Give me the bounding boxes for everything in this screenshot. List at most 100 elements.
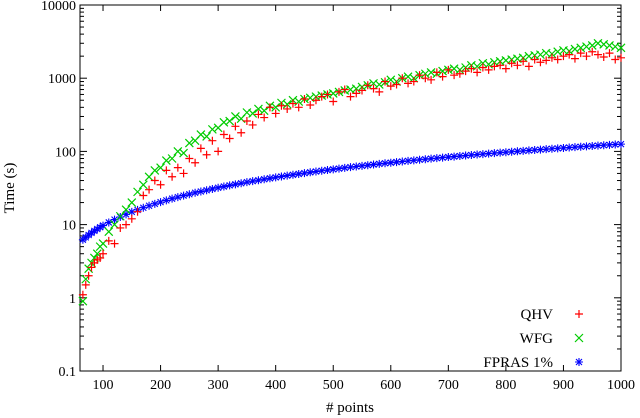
data-point — [427, 75, 436, 84]
data-point — [576, 49, 585, 58]
data-point — [617, 53, 625, 62]
data-point — [306, 168, 315, 177]
data-point — [96, 223, 105, 232]
data-point — [138, 180, 148, 190]
data-point — [283, 104, 292, 113]
data-point — [530, 55, 539, 64]
data-point — [173, 163, 182, 172]
data-point — [403, 72, 413, 82]
data-point — [317, 92, 326, 101]
data-point — [605, 49, 614, 58]
data-point — [438, 153, 447, 162]
data-point — [450, 152, 459, 161]
data-point — [87, 228, 96, 237]
data-point — [450, 71, 459, 80]
series-wfg — [78, 38, 626, 306]
data-point — [473, 150, 482, 159]
y-tick-label: 10000 — [41, 0, 76, 14]
data-point — [127, 207, 136, 216]
data-point — [473, 68, 482, 77]
data-point — [121, 205, 131, 215]
data-point — [78, 296, 88, 306]
data-point — [553, 55, 562, 64]
data-point — [225, 181, 234, 190]
data-point — [444, 65, 453, 74]
data-point — [611, 55, 620, 64]
data-point — [404, 156, 413, 165]
data-point — [582, 142, 591, 151]
data-point — [283, 171, 292, 180]
x-tick-label: 500 — [323, 378, 344, 393]
data-point — [542, 56, 551, 65]
data-point — [231, 122, 240, 131]
data-point — [519, 57, 528, 66]
data-point — [582, 52, 591, 61]
data-point — [317, 166, 326, 175]
data-point — [340, 85, 349, 94]
x-tick-label: 900 — [553, 378, 574, 393]
data-point — [81, 280, 90, 289]
data-point — [179, 169, 188, 178]
data-point — [162, 196, 171, 205]
data-point — [536, 50, 545, 60]
data-point — [329, 165, 338, 174]
data-point — [329, 97, 338, 106]
data-point — [587, 41, 597, 50]
data-point — [409, 156, 418, 165]
data-point — [219, 182, 228, 191]
data-point — [461, 67, 470, 76]
data-point — [455, 69, 464, 78]
legend-label: FPRAS 1% — [483, 355, 553, 371]
y-axis-label: Time (s) — [2, 163, 18, 214]
data-point — [398, 74, 407, 83]
data-point — [248, 177, 257, 186]
data-point — [214, 147, 223, 156]
data-point — [133, 187, 142, 197]
data-point — [432, 154, 441, 163]
data-point — [202, 150, 211, 159]
data-point — [530, 146, 539, 155]
data-point — [576, 142, 585, 151]
data-point — [259, 106, 269, 116]
data-point — [588, 141, 597, 150]
legend-marker — [575, 358, 583, 366]
data-point — [311, 167, 320, 176]
data-point — [231, 180, 240, 189]
y-tick-label: 1000 — [48, 72, 76, 87]
data-point — [346, 92, 355, 101]
data-point — [484, 149, 493, 158]
series-fpras-1 — [78, 140, 625, 244]
data-point — [369, 84, 378, 93]
data-point — [461, 151, 470, 160]
data-point — [202, 132, 212, 141]
data-point — [161, 156, 171, 165]
data-point — [110, 239, 119, 248]
data-point — [288, 170, 297, 179]
data-point — [150, 176, 159, 185]
data-point — [253, 104, 263, 114]
data-point — [490, 149, 499, 158]
data-point — [150, 199, 159, 208]
data-point — [570, 44, 580, 54]
data-point — [185, 154, 194, 163]
data-point — [208, 136, 217, 145]
data-point — [139, 191, 148, 200]
data-point — [398, 157, 407, 166]
data-point — [467, 151, 476, 160]
x-tick-label: 400 — [265, 378, 286, 393]
data-point — [248, 120, 257, 129]
data-point — [242, 178, 251, 187]
data-point — [104, 227, 114, 237]
data-point — [432, 68, 441, 77]
data-point — [547, 53, 556, 62]
data-point — [421, 74, 430, 83]
data-point — [99, 221, 108, 230]
data-point — [352, 89, 361, 98]
data-point — [524, 146, 533, 155]
data-point — [185, 190, 194, 199]
data-point — [484, 65, 493, 74]
data-point — [139, 203, 148, 212]
data-point — [237, 179, 246, 188]
x-axis-label: # points — [326, 400, 374, 416]
data-point — [381, 77, 390, 86]
